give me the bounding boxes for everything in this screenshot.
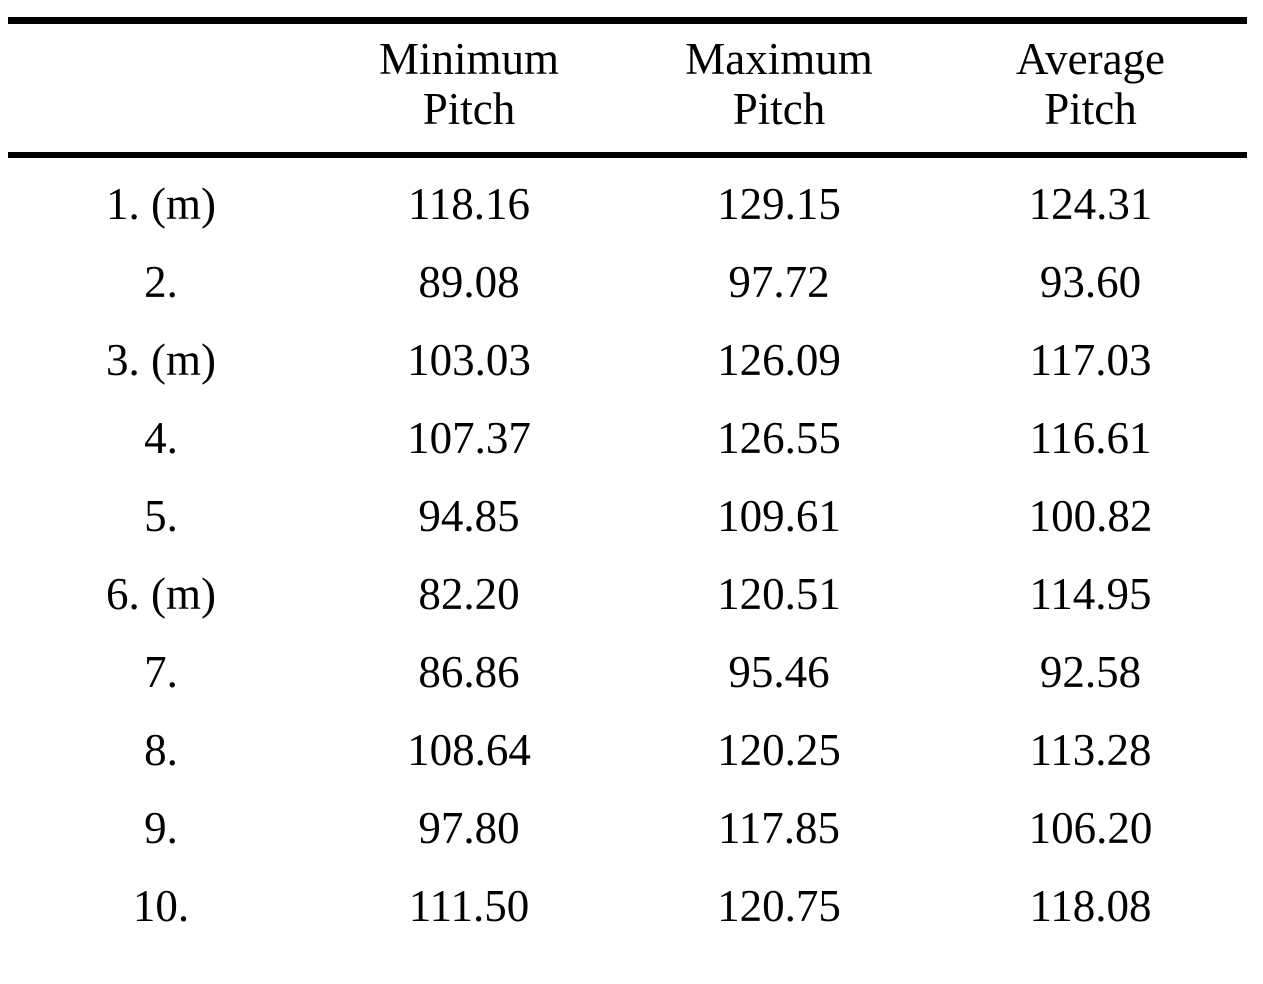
- table-header-row: Minimum Pitch Maximum Pitch Average Pitc…: [8, 20, 1247, 158]
- min-pitch-value: 94.85: [418, 490, 520, 541]
- col-header-label: Maximum Pitch: [685, 34, 873, 134]
- row-label: 2.: [144, 256, 178, 307]
- row-label: 1. (m): [106, 178, 216, 229]
- row-label: 6. (m): [106, 568, 216, 619]
- avg-pitch-value: 113.28: [1029, 724, 1152, 775]
- max-pitch-value: 120.51: [717, 568, 841, 619]
- max-pitch-value: 129.15: [717, 178, 841, 229]
- corner-cell: [8, 20, 314, 158]
- min-pitch-value: 107.37: [407, 412, 531, 463]
- max-pitch-value: 109.61: [717, 490, 841, 541]
- min-pitch-value: 103.03: [407, 334, 531, 385]
- avg-pitch-value: 106.20: [1028, 802, 1153, 853]
- row-label: 3. (m): [106, 334, 216, 385]
- max-pitch-value: 126.09: [717, 334, 841, 385]
- avg-pitch-value: 116.61: [1029, 412, 1152, 463]
- table-row: 10. 111.50 120.75 118.08: [8, 867, 1247, 945]
- avg-pitch-value: 118.08: [1029, 880, 1152, 931]
- row-label: 9.: [144, 802, 178, 853]
- row-label: 4.: [144, 412, 178, 463]
- min-pitch-value: 118.16: [407, 178, 531, 229]
- avg-pitch-value: 117.03: [1029, 334, 1152, 385]
- pitch-table: Minimum Pitch Maximum Pitch Average Pitc…: [8, 17, 1247, 945]
- min-pitch-value: 89.08: [418, 256, 520, 307]
- min-pitch-value: 111.50: [408, 880, 530, 931]
- min-pitch-value: 108.64: [407, 724, 531, 775]
- table-row: 1. (m) 118.16 129.15 124.31: [8, 155, 1247, 243]
- table-row: 7. 86.86 95.46 92.58: [8, 633, 1247, 711]
- col-header-label: Average Pitch: [1015, 34, 1166, 134]
- col-header-label: Minimum Pitch: [378, 34, 560, 134]
- table-row: 9. 97.80 117.85 106.20: [8, 789, 1247, 867]
- max-pitch-value: 97.72: [728, 256, 830, 307]
- min-pitch-value: 97.80: [418, 802, 520, 853]
- avg-pitch-value: 114.95: [1029, 568, 1152, 619]
- table-row: 6. (m) 82.20 120.51 114.95: [8, 555, 1247, 633]
- avg-pitch-value: 124.31: [1028, 178, 1153, 229]
- table-row: 3. (m) 103.03 126.09 117.03: [8, 321, 1247, 399]
- max-pitch-value: 95.46: [728, 646, 830, 697]
- row-label: 8.: [144, 724, 178, 775]
- max-pitch-value: 120.75: [717, 880, 841, 931]
- col-header-maximum-pitch: Maximum Pitch: [624, 20, 934, 158]
- col-header-minimum-pitch: Minimum Pitch: [314, 20, 624, 158]
- col-header-average-pitch: Average Pitch: [934, 20, 1247, 158]
- avg-pitch-value: 92.58: [1039, 646, 1142, 697]
- table-row: 5. 94.85 109.61 100.82: [8, 477, 1247, 555]
- table-row: 2. 89.08 97.72 93.60: [8, 243, 1247, 321]
- table-row: 4. 107.37 126.55 116.61: [8, 399, 1247, 477]
- row-label: 10.: [132, 880, 190, 931]
- max-pitch-value: 117.85: [717, 802, 841, 853]
- table-row: 8. 108.64 120.25 113.28: [8, 711, 1247, 789]
- max-pitch-value: 126.55: [717, 412, 841, 463]
- avg-pitch-value: 100.82: [1028, 490, 1153, 541]
- min-pitch-value: 82.20: [418, 568, 520, 619]
- avg-pitch-value: 93.60: [1039, 256, 1142, 307]
- min-pitch-value: 86.86: [418, 646, 520, 697]
- max-pitch-value: 120.25: [717, 724, 841, 775]
- row-label: 5.: [144, 490, 178, 541]
- row-label: 7.: [144, 646, 178, 697]
